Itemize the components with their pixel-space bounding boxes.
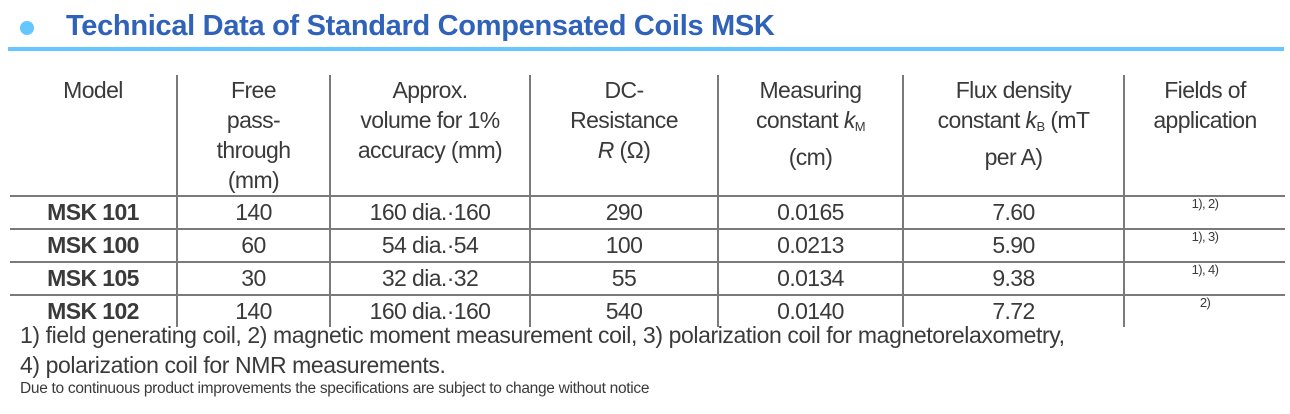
cell-flux-constant: 7.60 xyxy=(902,195,1124,229)
cell-fields: 2) xyxy=(1123,294,1285,327)
header-subscript: B xyxy=(1036,119,1045,134)
header-line: application xyxy=(1153,107,1257,133)
cell-volume: 32 dia.·32 xyxy=(329,261,530,295)
header-fields-of-application: Fields of application xyxy=(1123,75,1285,196)
cell-resistance: 55 xyxy=(529,261,718,295)
footnote-line-1: 1) field generating coil, 2) magnetic mo… xyxy=(20,322,1065,348)
cell-volume: 54 dia.·54 xyxy=(329,228,530,262)
cell-model: MSK 100 xyxy=(10,228,177,262)
cell-flux-constant: 9.38 xyxy=(902,261,1124,295)
cell-free-pass: 140 xyxy=(176,195,330,229)
table-row: MSK 101 140 160 dia.·160 290 0.0165 7.60… xyxy=(10,195,1285,229)
cell-flux-constant: 7.72 xyxy=(902,294,1124,327)
technical-data-table: Model Free pass- through (mm) Approx. vo… xyxy=(10,75,1285,327)
header-model: Model xyxy=(10,75,177,196)
header-line: (mT xyxy=(1044,107,1090,133)
cell-free-pass: 140 xyxy=(176,294,330,327)
header-line: DC- xyxy=(604,77,644,103)
header-resistance: DC- Resistance R (Ω) xyxy=(529,75,718,196)
cell-model: MSK 101 xyxy=(10,195,177,229)
header-line: Fields of xyxy=(1164,77,1246,103)
table-row: MSK 105 30 32 dia.·32 55 0.0134 9.38 1),… xyxy=(10,261,1285,295)
header-subscript: M xyxy=(854,119,866,134)
cell-measuring-constant: 0.0134 xyxy=(717,261,903,295)
header-line: volume for 1% xyxy=(360,107,500,133)
cell-resistance: 290 xyxy=(529,195,718,229)
header-line: (Ω) xyxy=(613,137,651,163)
cell-free-pass: 60 xyxy=(176,228,330,262)
header-line: per A) xyxy=(984,144,1043,170)
header-line: (mm) xyxy=(227,167,280,193)
cell-model: MSK 105 xyxy=(10,261,177,295)
header-volume: Approx. volume for 1% accuracy (mm) xyxy=(329,75,530,196)
header-free-pass-through: Free pass- through (mm) xyxy=(176,75,330,196)
header-model-label: Model xyxy=(63,77,123,103)
bullet-icon xyxy=(20,21,34,35)
cell-model: MSK 102 xyxy=(10,294,177,327)
cell-measuring-constant: 0.0213 xyxy=(717,228,903,262)
cell-volume: 160 dia.·160 xyxy=(329,195,530,229)
cell-flux-constant: 5.90 xyxy=(902,228,1124,262)
header-flux-density-constant: Flux density constant kB (mT per A) xyxy=(902,75,1124,196)
header-line: constant xyxy=(755,107,844,133)
header-line: Approx. xyxy=(392,77,468,103)
table-row: MSK 100 60 54 dia.·54 100 0.0213 5.90 1)… xyxy=(10,228,1285,262)
header-line: constant xyxy=(937,107,1026,133)
page-title: Technical Data of Standard Compensated C… xyxy=(66,10,775,42)
header-line: through xyxy=(216,137,291,163)
header-line: Flux density xyxy=(955,77,1072,103)
header-line: accuracy (mm) xyxy=(357,137,503,163)
footnote-line-2: 4) polarization coil for NMR measurement… xyxy=(20,352,446,378)
header-row: Model Free pass- through (mm) Approx. vo… xyxy=(10,75,1285,196)
cell-measuring-constant: 0.0165 xyxy=(717,195,903,229)
header-line: Resistance xyxy=(570,107,678,133)
cell-resistance: 540 xyxy=(529,294,718,327)
header-line: (cm) xyxy=(788,144,833,170)
title-underline xyxy=(8,47,1284,51)
header-line: Measuring xyxy=(759,77,863,103)
header-measuring-constant: Measuring constant kM (cm) xyxy=(717,75,903,196)
header-line: pass- xyxy=(226,107,281,133)
table-row: MSK 102 140 160 dia.·160 540 0.0140 7.72… xyxy=(10,294,1285,327)
cell-volume: 160 dia.·160 xyxy=(329,294,530,327)
disclaimer: Due to continuous product improvements t… xyxy=(20,380,650,397)
cell-free-pass: 30 xyxy=(176,261,330,295)
cell-fields: 1), 3) xyxy=(1123,228,1285,262)
cell-fields: 1), 4) xyxy=(1123,261,1285,295)
header-symbol: R xyxy=(597,137,615,163)
header-symbol: k xyxy=(843,107,856,133)
cell-resistance: 100 xyxy=(529,228,718,262)
header-symbol: k xyxy=(1025,107,1038,133)
cell-fields: 1), 2) xyxy=(1123,195,1285,229)
cell-measuring-constant: 0.0140 xyxy=(717,294,903,327)
header-line: Free xyxy=(231,77,277,103)
